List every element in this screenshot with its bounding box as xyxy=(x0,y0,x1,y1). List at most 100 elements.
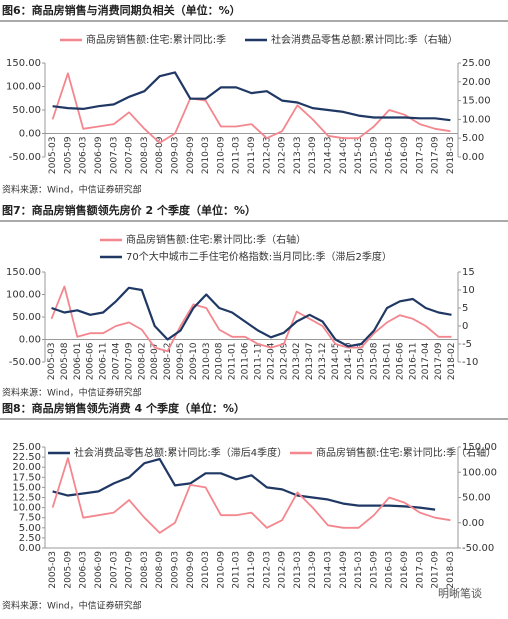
y-tick-label: 150.00 xyxy=(6,267,41,278)
y-tick-label: 20.00 xyxy=(12,462,41,473)
y-tick-label: 17.50 xyxy=(12,472,41,483)
y2-tick-label: 150.00 xyxy=(462,442,497,453)
x-tick-label: 2018-03 xyxy=(446,551,456,589)
x-tick-label: 2017-04 xyxy=(421,342,431,380)
y2-tick-label: 50.00 xyxy=(462,493,491,504)
x-tick-label: 2009-03 xyxy=(171,551,181,589)
x-tick-label: 2012-09 xyxy=(278,551,288,589)
x-tick-label: 2018-02 xyxy=(447,343,457,381)
x-tick-label: 2008-09 xyxy=(155,136,165,174)
y-tick-label: 15.00 xyxy=(12,482,41,493)
y-tick-label: 22.50 xyxy=(12,452,41,463)
x-tick-label: 2006-03 xyxy=(79,137,89,175)
y2-tick-label: 20.00 xyxy=(462,77,491,88)
x-tick-label: 2017-09 xyxy=(434,342,444,380)
x-tick-label: 2006-09 xyxy=(94,551,104,589)
x-tick-label: 2014-10 xyxy=(344,342,354,380)
x-tick-label: 2010-09 xyxy=(216,136,226,174)
x-tick-label: 2012-09 xyxy=(278,136,288,174)
x-tick-label: 2008-09 xyxy=(155,551,165,589)
x-tick-label: 2016-09 xyxy=(400,136,410,174)
x-tick-label: 2013-09 xyxy=(308,136,318,174)
y-tick-label: -50.00 xyxy=(9,152,41,163)
x-tick-label: 2014-09 xyxy=(339,551,349,589)
x-tick-label: 2009-09 xyxy=(186,551,196,589)
y-tick-label: 5.00 xyxy=(19,523,41,534)
y-tick-label: 7.50 xyxy=(19,513,41,524)
x-tick-label: 2009-03 xyxy=(171,137,181,175)
x-tick-label: 2006-03 xyxy=(79,551,89,589)
x-tick-label: 2010-09 xyxy=(216,551,226,589)
x-tick-label: 2014-03 xyxy=(323,137,333,175)
figure-title: 图8：商品房销售领先消费 4 个季度（单位：%） xyxy=(2,401,245,415)
x-tick-label: 2012-04 xyxy=(266,342,276,380)
legend-label: 社会消费品零售总额:累计同比:季（滞后4季度） xyxy=(74,446,287,459)
x-tick-label: 2006-06 xyxy=(86,342,96,380)
figure-title: 图7：商品房销售额领先房价 2 个季度（单位：%） xyxy=(2,203,256,217)
x-tick-label: 2016-09 xyxy=(400,551,410,589)
x-tick-label: 2005-09 xyxy=(63,551,73,589)
x-tick-label: 2015-09 xyxy=(369,551,379,589)
x-tick-label: 2014-09 xyxy=(339,136,349,174)
x-tick-label: 2011-03 xyxy=(232,551,242,589)
series-line xyxy=(52,458,436,511)
x-tick-label: 2011-11 xyxy=(253,343,263,381)
x-tick-label: 2015-03 xyxy=(354,551,364,589)
x-tick-label: 2009-09 xyxy=(186,136,196,174)
series-line xyxy=(52,71,451,122)
x-tick-label: 2015-03 xyxy=(357,343,367,381)
x-tick-label: 2007-04 xyxy=(111,342,121,380)
y-tick-label: -50.00 xyxy=(9,357,41,368)
y-tick-label: 0.00 xyxy=(19,543,41,554)
x-tick-label: 2011-09 xyxy=(247,136,257,174)
y2-tick-label: 15 xyxy=(462,267,475,278)
x-tick-label: 2006-09 xyxy=(94,136,104,174)
x-tick-label: 2017-03 xyxy=(415,551,425,589)
y-tick-label: 100.00 xyxy=(6,290,41,301)
x-tick-label: 2013-09 xyxy=(308,551,318,589)
x-tick-label: 2016-11 xyxy=(408,343,418,381)
y-tick-label: 50.00 xyxy=(12,312,41,323)
x-tick-label: 2007-09 xyxy=(125,551,135,589)
x-tick-label: 2013-02 xyxy=(292,343,302,381)
x-tick-label: 2012-03 xyxy=(262,551,272,589)
x-tick-label: 2011-06 xyxy=(241,342,251,380)
x-tick-label: 2007-09 xyxy=(124,342,134,380)
x-tick-label: 2012-03 xyxy=(262,137,272,175)
series-line xyxy=(51,457,451,534)
series-line xyxy=(51,286,452,348)
y2-tick-label: -50.00 xyxy=(462,543,494,554)
x-tick-label: 2017-03 xyxy=(415,137,425,175)
x-tick-label: 2006-11 xyxy=(99,343,109,381)
figure-title: 图6：商品房销售与消费同期负相关（单位：%） xyxy=(2,3,241,17)
y2-tick-label: 25.00 xyxy=(462,58,491,69)
y-tick-label: 2.50 xyxy=(19,533,41,544)
source-note: 资料来源：Wind，中信证券研究部 xyxy=(2,184,142,196)
y-tick-label: 150.00 xyxy=(6,58,41,69)
x-tick-label: 2005-03 xyxy=(48,551,58,589)
x-tick-label: 2010-03 xyxy=(202,343,212,381)
x-tick-label: 2008-02 xyxy=(137,343,147,381)
x-tick-label: 2014-05 xyxy=(331,343,341,381)
y2-tick-label: 15.00 xyxy=(462,96,491,107)
x-tick-label: 2013-03 xyxy=(293,551,303,589)
x-tick-label: 2007-09 xyxy=(125,136,135,174)
y2-tick-label: 0 xyxy=(462,321,468,332)
x-tick-label: 2015-03 xyxy=(354,137,364,175)
y2-tick-label: 10 xyxy=(462,285,475,296)
y2-tick-label: 5 xyxy=(462,303,468,314)
x-tick-label: 2014-03 xyxy=(323,551,333,589)
y-tick-label: 12.50 xyxy=(12,493,41,504)
x-tick-label: 2007-03 xyxy=(109,551,119,589)
x-tick-label: 2013-07 xyxy=(305,343,315,381)
x-tick-label: 2013-12 xyxy=(318,343,328,381)
x-tick-label: 2006-01 xyxy=(73,343,83,381)
y-tick-label: 25.00 xyxy=(12,442,41,453)
y2-tick-label: 5.00 xyxy=(462,133,484,144)
x-tick-label: 2010-03 xyxy=(201,137,211,175)
x-tick-label: 2008-03 xyxy=(140,137,150,175)
x-tick-label: 2016-01 xyxy=(383,343,393,381)
x-tick-label: 2007-03 xyxy=(109,137,119,175)
y2-tick-label: -10 xyxy=(462,357,478,368)
